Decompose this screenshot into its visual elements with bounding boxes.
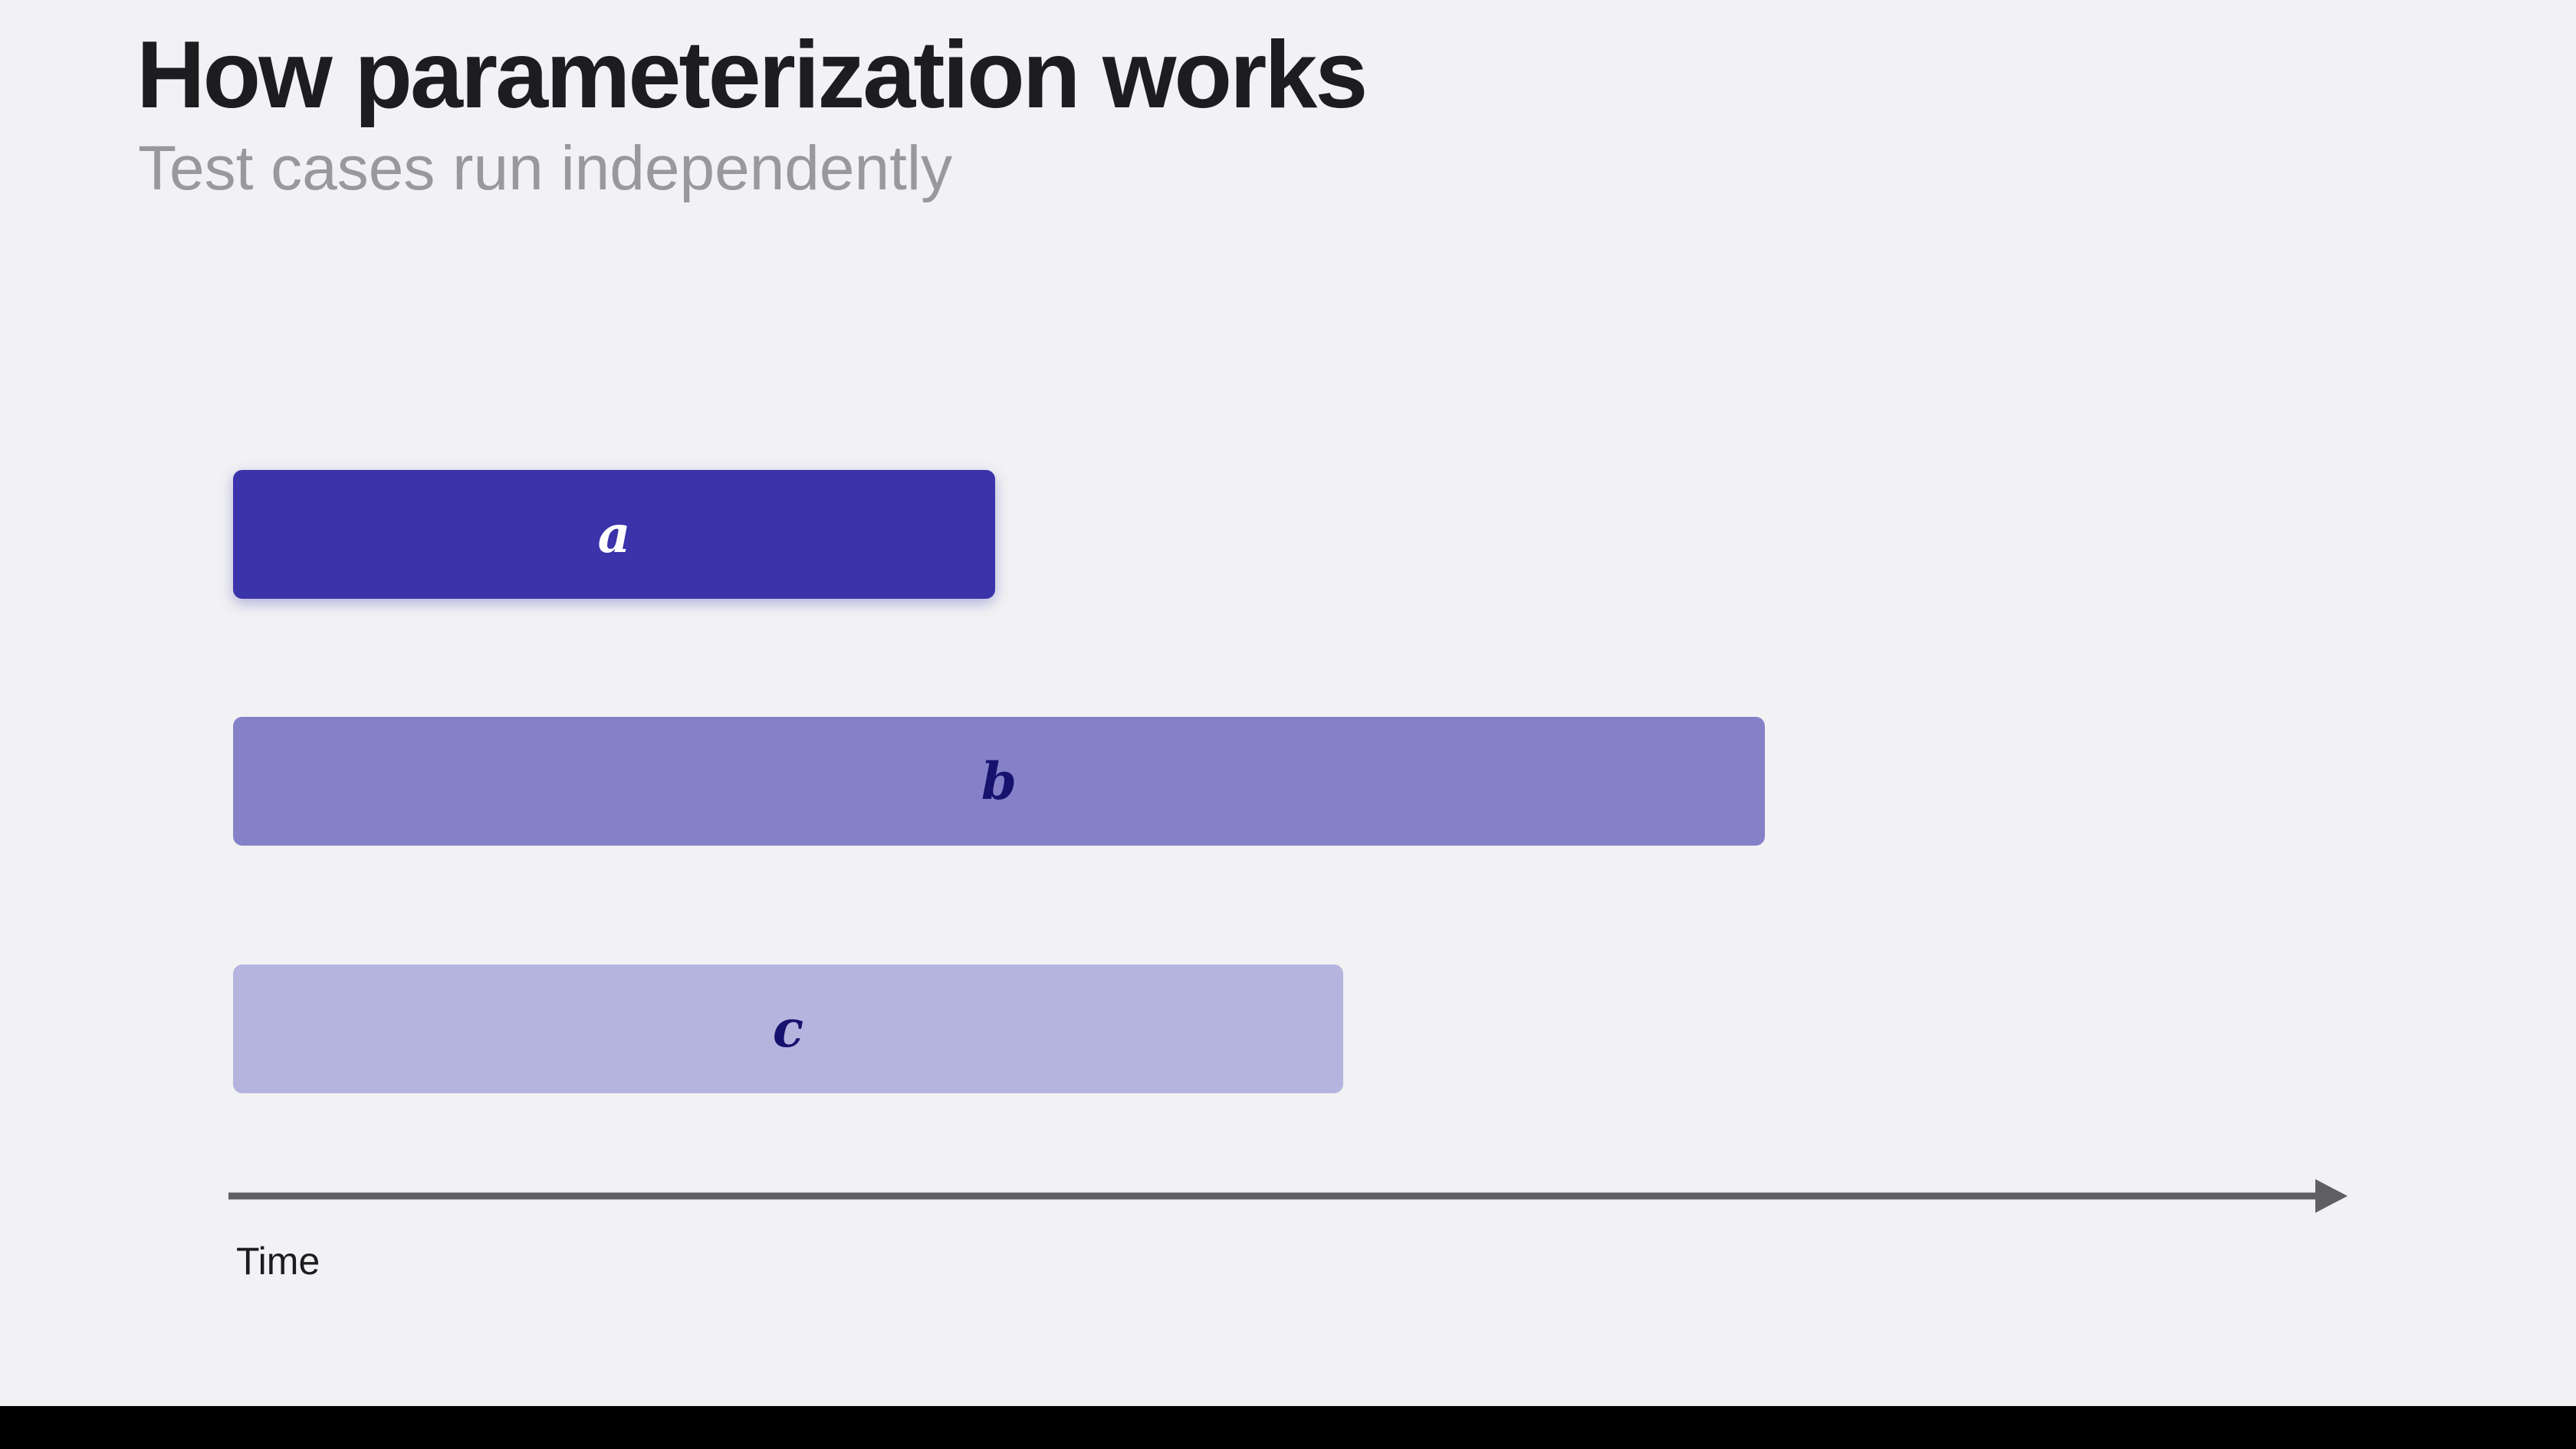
test-case-bar-c: c [233, 964, 1343, 1093]
test-case-bar-a: a [233, 470, 995, 599]
test-case-label-c: c [772, 999, 804, 1059]
test-case-label-b: b [981, 751, 1017, 811]
time-axis [228, 1176, 2352, 1216]
slide-title: How parameterization works [136, 22, 1368, 128]
slide: How parameterization works Test cases ru… [136, 22, 2352, 1283]
time-axis-label: Time [236, 1240, 320, 1283]
test-case-label-a: a [597, 504, 631, 564]
slide-subtitle: Test cases run independently [138, 133, 953, 203]
test-case-bar-b: b [233, 717, 1765, 846]
time-axis-arrow-icon [228, 1179, 2348, 1213]
letterbox-bar [0, 1406, 2576, 1449]
time-axis-arrowhead [2315, 1179, 2348, 1213]
